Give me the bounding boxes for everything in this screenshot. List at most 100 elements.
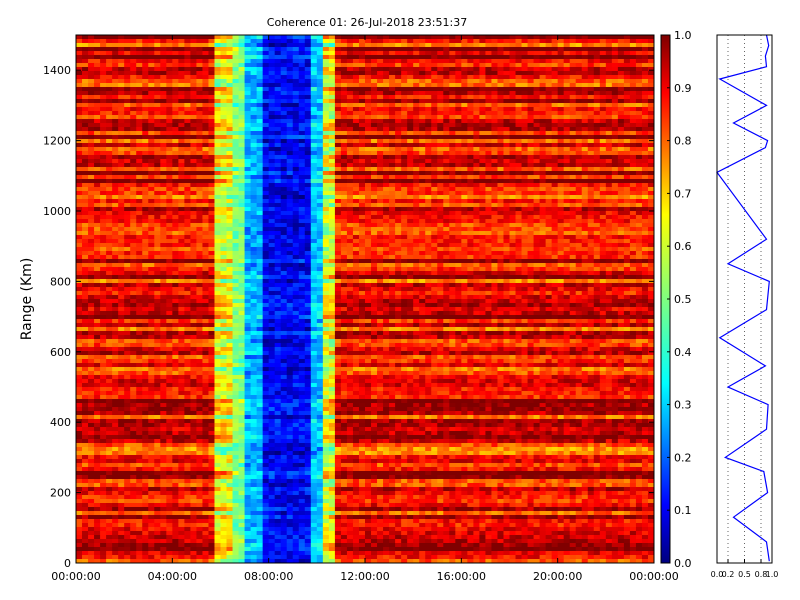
heatmap-cell — [178, 35, 185, 40]
heatmap-cell — [377, 155, 384, 160]
heatmap-cell — [232, 79, 240, 84]
heatmap-cell — [431, 59, 438, 64]
heatmap-cell — [304, 51, 312, 56]
heatmap-cell — [358, 119, 366, 124]
heatmap-cell — [461, 175, 468, 180]
heatmap-cell — [587, 151, 595, 156]
heatmap-cell — [130, 71, 137, 76]
heatmap-cell — [202, 219, 209, 224]
heatmap-cell — [94, 103, 101, 108]
heatmap-cell — [395, 139, 402, 144]
heatmap-cell — [214, 183, 221, 188]
heatmap-cell — [395, 111, 402, 116]
heatmap-cell — [280, 135, 288, 140]
heatmap-cell — [485, 159, 492, 164]
heatmap-cell — [340, 119, 348, 124]
heatmap-cell — [419, 215, 426, 220]
heatmap-cell — [509, 47, 517, 52]
heatmap-cell — [587, 99, 595, 104]
heatmap-cell — [232, 191, 240, 196]
heatmap-cell — [142, 95, 149, 100]
heatmap-cell — [226, 63, 234, 68]
heatmap-cell — [262, 231, 270, 236]
heatmap-cell — [238, 199, 246, 204]
heatmap-cell — [425, 179, 432, 184]
heatmap-cell — [449, 187, 456, 192]
heatmap-cell — [166, 231, 173, 236]
heatmap-cell — [401, 103, 408, 108]
heatmap-cell — [407, 139, 414, 144]
heatmap-cell — [587, 51, 595, 56]
heatmap-cell — [563, 39, 571, 44]
heatmap-cell — [521, 99, 529, 104]
heatmap-cell — [238, 63, 246, 68]
heatmap-cell — [617, 211, 625, 216]
heatmap-cell — [328, 155, 336, 160]
heatmap-cell — [581, 135, 589, 140]
heatmap-cell — [142, 91, 149, 96]
heatmap-cell — [94, 171, 101, 176]
heatmap-cell — [647, 159, 655, 164]
heatmap-cell — [389, 35, 396, 40]
heatmap-cell — [118, 191, 125, 196]
heatmap-cell — [340, 67, 348, 72]
heatmap-cell — [202, 83, 209, 88]
heatmap-cell — [617, 131, 625, 136]
heatmap-cell — [250, 83, 258, 88]
heatmap-cell — [527, 67, 535, 72]
heatmap-cell — [593, 223, 601, 228]
heatmap-cell — [214, 39, 221, 44]
heatmap-cell — [641, 183, 649, 188]
heatmap-cell — [641, 159, 649, 164]
heatmap-cell — [521, 147, 529, 152]
heatmap-cell — [130, 235, 137, 240]
heatmap-cell — [82, 207, 89, 212]
heatmap-cell — [166, 203, 173, 208]
heatmap-cell — [310, 47, 318, 52]
heatmap-cell — [509, 147, 517, 152]
heatmap-cell — [196, 135, 203, 140]
heatmap-cell — [509, 239, 517, 244]
heatmap-cell — [208, 143, 215, 148]
heatmap-cell — [413, 183, 420, 188]
heatmap-cell — [88, 135, 95, 140]
heatmap-cell — [521, 143, 529, 148]
heatmap-cell — [485, 75, 492, 80]
heatmap-cell — [244, 75, 252, 80]
heatmap-cell — [617, 71, 625, 76]
heatmap-cell — [527, 203, 535, 208]
heatmap-cell — [545, 139, 553, 144]
heatmap-cell — [461, 239, 468, 244]
heatmap-cell — [503, 59, 510, 64]
heatmap-cell — [539, 99, 547, 104]
heatmap-cell — [202, 223, 209, 228]
heatmap-cell — [593, 115, 601, 120]
heatmap-cell — [202, 87, 209, 92]
heatmap-cell — [449, 127, 456, 132]
heatmap-cell — [316, 167, 324, 172]
heatmap-cell — [154, 223, 161, 228]
heatmap-cell — [334, 183, 342, 188]
heatmap-cell — [635, 63, 643, 68]
heatmap-cell — [340, 35, 348, 40]
heatmap-cell — [647, 199, 655, 204]
heatmap-cell — [310, 55, 318, 60]
heatmap-cell — [214, 175, 221, 180]
heatmap-cell — [208, 231, 215, 236]
heatmap-cell — [100, 175, 107, 180]
heatmap-cell — [310, 203, 318, 208]
heatmap-cell — [617, 235, 625, 240]
heatmap-cell — [413, 55, 420, 60]
heatmap-cell — [491, 235, 498, 240]
heatmap-cell — [611, 103, 619, 108]
heatmap-cell — [112, 119, 119, 124]
heatmap-cell — [88, 171, 95, 176]
heatmap-cell — [154, 99, 161, 104]
heatmap-cell — [358, 199, 366, 204]
heatmap-cell — [425, 159, 432, 164]
heatmap-cell — [509, 207, 517, 212]
heatmap-cell — [623, 227, 631, 232]
heatmap-cell — [497, 203, 504, 208]
heatmap-cell — [136, 151, 143, 156]
heatmap-cell — [82, 203, 89, 208]
